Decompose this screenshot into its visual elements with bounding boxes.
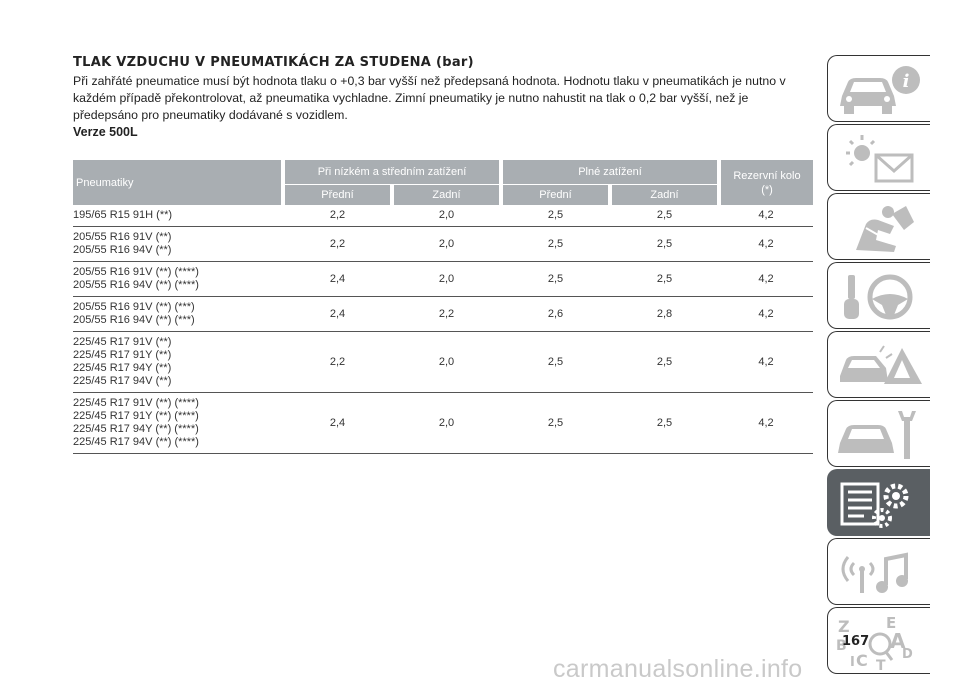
pressure-spare: 4,2	[719, 392, 813, 454]
pressure-front-low: 2,2	[283, 226, 392, 262]
pressure-spare: 4,2	[719, 226, 813, 262]
tyre-size-cell: 225/45 R17 91V (**) 225/45 R17 91Y (**) 22…	[73, 331, 283, 393]
header-rear-low: Zadní	[390, 184, 501, 205]
pressure-front-full: 2,5	[501, 331, 610, 393]
tyre-size: 225/45 R17 94Y (**)	[73, 362, 172, 374]
tab-index[interactable]: Z E B A C D T I	[827, 607, 930, 674]
pressure-rear-full: 2,5	[610, 226, 719, 262]
tyre-size: 225/45 R17 91Y (**)	[73, 349, 172, 361]
header-front-low: Přední	[281, 184, 392, 205]
tab-safety[interactable]	[827, 193, 930, 260]
svg-text:i: i	[903, 71, 910, 92]
header-tyres: Pneumatiky	[73, 160, 283, 205]
page-number: 167	[842, 634, 870, 649]
tab-emergency[interactable]	[827, 331, 930, 398]
tyre-size-cell: 205/55 R16 91V (**) 205/55 R16 94V (**)	[73, 226, 283, 262]
svg-text:A: A	[890, 629, 906, 653]
pressure-rear-full: 2,5	[610, 205, 719, 227]
pressure-rear-full: 2,5	[610, 331, 719, 393]
tyre-size-cell: 225/45 R17 91V (**) (****) 225/45 R17 91Y…	[73, 392, 283, 454]
header-low-load: Při nízkém a středním zatížení	[281, 160, 501, 185]
tyre-size: 205/55 R16 91V (**)	[73, 231, 172, 243]
svg-text:C: C	[856, 651, 868, 670]
pressure-spare: 4,2	[719, 331, 813, 393]
pressure-rear-full: 2,8	[610, 296, 719, 332]
tyre-size: 205/55 R16 94V (**) (****)	[73, 279, 199, 291]
tyre-size: 205/55 R16 91V (**) (***)	[73, 301, 195, 313]
pressure-rear-full: 2,5	[610, 392, 719, 454]
svg-text:E: E	[886, 614, 896, 632]
tyre-size-cell: 205/55 R16 91V (**) (****) 205/55 R16 94V…	[73, 261, 283, 297]
header-rear-full: Zadní	[608, 184, 719, 205]
pressure-rear-low: 2,0	[392, 392, 501, 454]
pressure-spare: 4,2	[719, 296, 813, 332]
header-front-full: Přední	[499, 184, 610, 205]
tab-multimedia[interactable]	[827, 538, 930, 605]
pressure-front-full: 2,5	[501, 226, 610, 262]
tyre-size: 225/45 R17 94V (**) (****)	[73, 436, 199, 448]
version-label: Verze 500L	[73, 125, 138, 139]
svg-text:T: T	[876, 658, 886, 670]
pressure-front-full: 2,5	[501, 205, 610, 227]
table-row: 205/55 R16 91V (**) 205/55 R16 94V (**) 2,…	[73, 226, 813, 262]
pressure-front-full: 2,5	[501, 392, 610, 454]
header-full-load: Plné zatížení	[499, 160, 719, 185]
tab-car-info[interactable]: i	[827, 55, 930, 122]
svg-text:B: B	[836, 638, 847, 654]
watermark: carmanualsonline.info	[553, 655, 803, 683]
table-row: 225/45 R17 91V (**) 225/45 R17 91Y (**) 22…	[73, 331, 813, 393]
svg-text:D: D	[902, 647, 913, 662]
pressure-front-low: 2,4	[283, 296, 392, 332]
specifications-icon	[840, 482, 909, 528]
multimedia-icon	[841, 552, 908, 593]
key-steering-wheel-icon	[844, 274, 913, 320]
tyre-size: 225/45 R17 91Y (**) (****)	[73, 410, 199, 422]
table-row: 225/45 R17 91V (**) (****) 225/45 R17 91Y…	[73, 392, 813, 454]
tyre-size-cell: 205/55 R16 91V (**) (***) 205/55 R16 94V …	[73, 296, 283, 332]
pressure-rear-low: 2,0	[392, 331, 501, 393]
tyre-size: 205/55 R16 91V (**) (****)	[73, 266, 199, 278]
tyre-pressure-table: Pneumatiky Při nízkém a středním zatížen…	[73, 160, 813, 454]
tyre-size: 225/45 R17 91V (**)	[73, 336, 172, 348]
pressure-front-full: 2,5	[501, 261, 610, 297]
pressure-front-low: 2,2	[283, 205, 392, 227]
car-info-icon: i	[840, 66, 920, 114]
svg-text:Z: Z	[838, 617, 850, 636]
tab-technical-data[interactable]	[827, 469, 930, 536]
car-service-icon	[838, 411, 916, 459]
table-row: 195/65 R15 91H (**) 2,2 2,0 2,5 2,5 4,2	[73, 205, 813, 227]
tyre-size: 225/45 R17 91V (**) (****)	[73, 397, 199, 409]
pressure-spare: 4,2	[719, 205, 813, 227]
tyre-size: 195/65 R15 91H (**)	[73, 209, 173, 221]
svg-text:I: I	[850, 655, 855, 670]
car-crash-icon	[840, 345, 922, 384]
pressure-rear-full: 2,5	[610, 261, 719, 297]
warning-lights-icon	[846, 135, 914, 183]
pressure-front-low: 2,4	[283, 392, 392, 454]
tab-starting-driving[interactable]	[827, 262, 930, 329]
table-row: 205/55 R16 91V (**) (***) 205/55 R16 94V …	[73, 296, 813, 332]
airbag-seat-icon	[856, 206, 914, 252]
pressure-rear-low: 2,2	[392, 296, 501, 332]
tyre-size: 225/45 R17 94Y (**) (****)	[73, 423, 199, 435]
tyre-size: 205/55 R16 94V (**) (***)	[73, 314, 195, 326]
section-heading: TLAK VZDUCHU V PNEUMATIKÁCH ZA STUDENA (…	[73, 55, 474, 70]
tyre-size: 205/55 R16 94V (**)	[73, 244, 172, 256]
pressure-rear-low: 2,0	[392, 226, 501, 262]
pressure-rear-low: 2,0	[392, 205, 501, 227]
tab-maintenance[interactable]	[827, 400, 930, 467]
pressure-spare: 4,2	[719, 261, 813, 297]
pressure-front-full: 2,6	[501, 296, 610, 332]
intro-paragraph: Při zahřáté pneumatice musí být hodnota …	[73, 74, 786, 122]
tyre-size: 225/45 R17 94V (**)	[73, 375, 172, 387]
table-row: 205/55 R16 91V (**) (****) 205/55 R16 94V…	[73, 261, 813, 297]
pressure-front-low: 2,2	[283, 331, 392, 393]
tab-warning-lights[interactable]	[827, 124, 930, 191]
pressure-front-low: 2,4	[283, 261, 392, 297]
header-spare-wheel: Rezervní kolo (*)	[717, 160, 813, 205]
pressure-rear-low: 2,0	[392, 261, 501, 297]
index-icon: Z E B A C D T I	[836, 614, 913, 670]
tyre-size-cell: 195/65 R15 91H (**)	[73, 205, 283, 227]
